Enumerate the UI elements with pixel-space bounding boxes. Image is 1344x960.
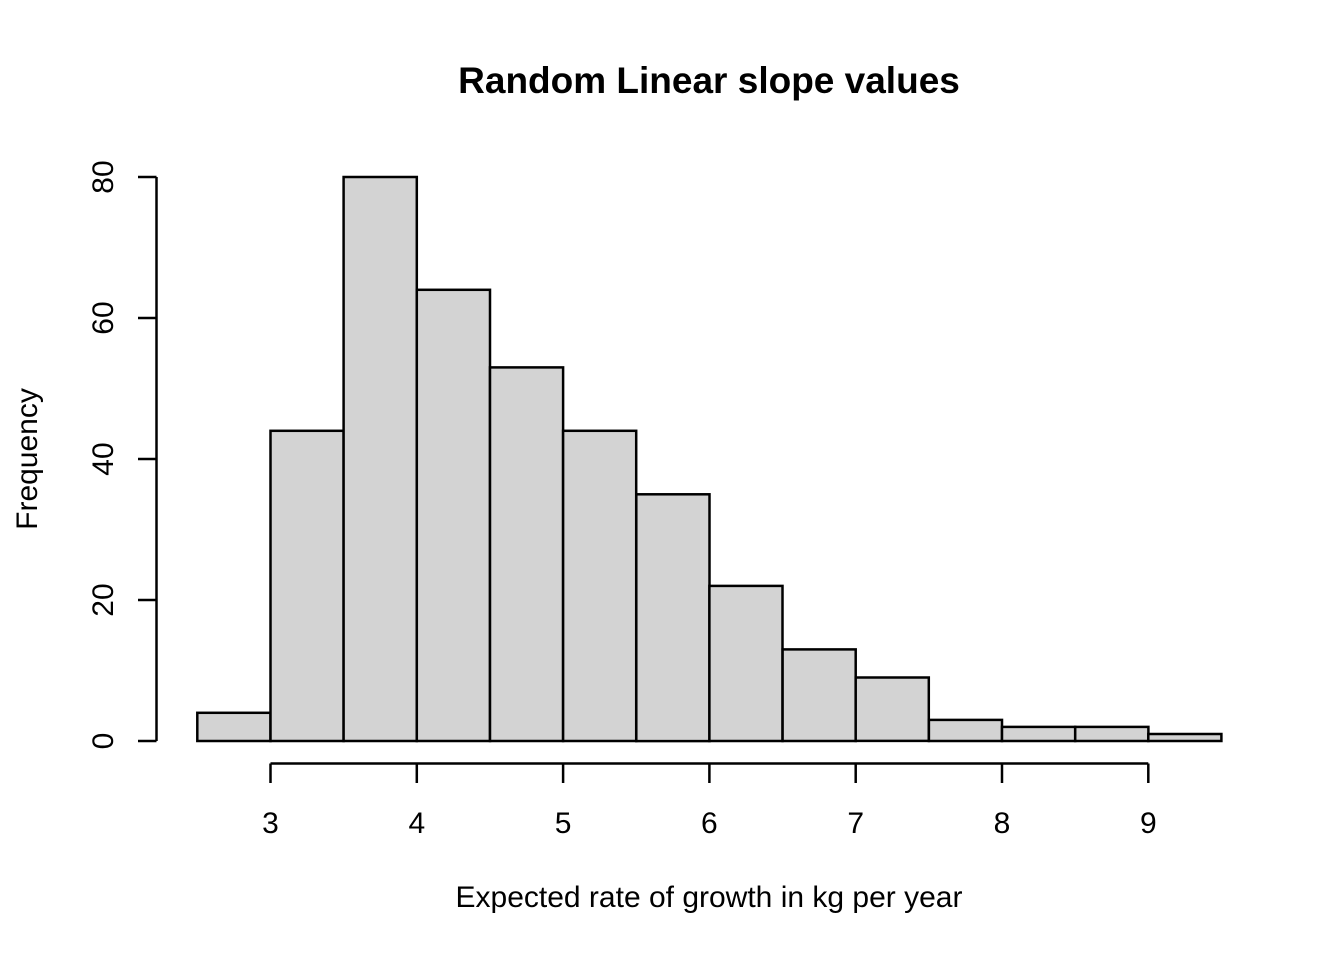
x-tick-label: 8 xyxy=(994,807,1011,840)
x-tick-label: 4 xyxy=(408,807,425,840)
histogram-bar xyxy=(708,584,784,743)
histogram-bar xyxy=(854,676,931,743)
y-tick-label: 60 xyxy=(87,301,120,334)
histogram-bar xyxy=(488,366,565,743)
y-axis-label: Frequency xyxy=(11,388,44,530)
y-tick-label: 40 xyxy=(87,442,120,475)
x-tick-label: 5 xyxy=(555,807,572,840)
y-tick-label: 20 xyxy=(87,583,120,616)
x-axis: 3 4 5 6 7 8 9 xyxy=(262,762,1157,840)
histogram-bar xyxy=(781,648,857,743)
bars-group xyxy=(196,175,1223,743)
histogram-bar xyxy=(1000,725,1077,743)
histogram-bar xyxy=(927,718,1004,743)
histogram-bar xyxy=(196,711,272,743)
y-tick-label: 80 xyxy=(87,160,120,193)
histogram-bar xyxy=(1147,732,1223,743)
y-tick-label: 0 xyxy=(87,733,120,750)
chart-title: Random Linear slope values xyxy=(458,60,960,101)
histogram-bar xyxy=(269,429,345,743)
histogram-bar xyxy=(635,493,711,743)
histogram-bar xyxy=(342,175,419,743)
x-axis-label: Expected rate of growth in kg per year xyxy=(456,881,963,914)
x-tick-label: 9 xyxy=(1140,807,1157,840)
x-tick-label: 7 xyxy=(847,807,864,840)
histogram-bar xyxy=(1073,725,1150,743)
y-axis: 0 20 40 60 80 xyxy=(87,160,158,750)
histogram-bar xyxy=(415,288,492,743)
x-tick-label: 6 xyxy=(701,807,718,840)
histogram-bar xyxy=(561,429,638,743)
x-tick-label: 3 xyxy=(262,807,279,840)
